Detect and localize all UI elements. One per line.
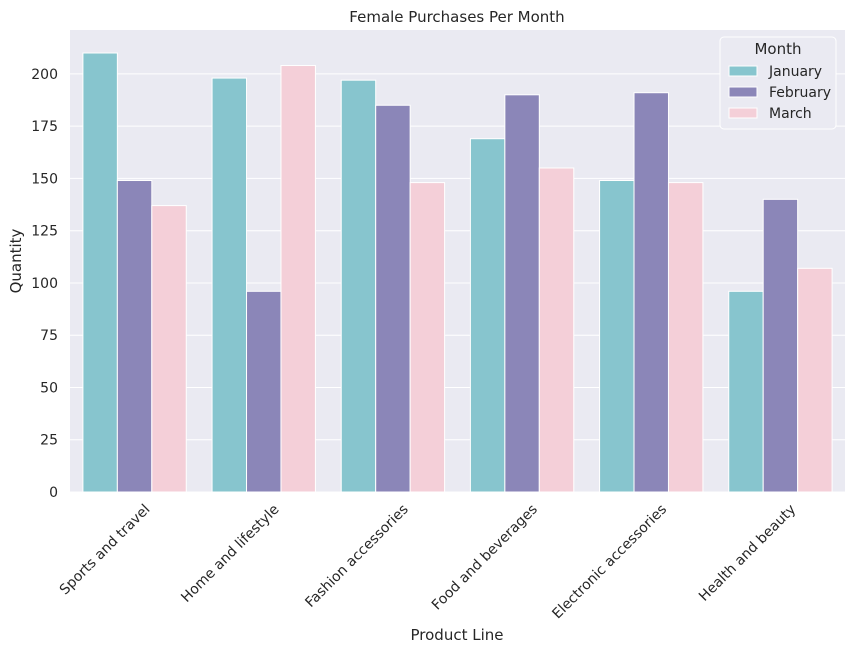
x-tick-label: Health and beauty	[696, 502, 799, 605]
bar	[762, 198, 799, 493]
legend-swatch	[728, 86, 758, 98]
legend-label: February	[769, 85, 831, 101]
y-tick-label: 0	[49, 485, 58, 501]
legend-box	[719, 36, 837, 130]
bar	[504, 94, 540, 493]
x-tick-label: Home and lifestyle	[178, 502, 282, 606]
grid-lines	[70, 73, 845, 493]
bar	[409, 182, 446, 493]
legend-label: January	[768, 64, 822, 80]
x-tick-label: Food and beverages	[429, 502, 541, 614]
chart-title: Female Purchases Per Month	[349, 8, 564, 26]
y-tick-label: 175	[31, 119, 58, 135]
bar	[667, 182, 704, 493]
bar	[375, 104, 411, 493]
y-tick-label: 25	[40, 433, 58, 449]
bar	[633, 92, 669, 493]
bar	[469, 138, 506, 493]
y-tick-label: 75	[40, 328, 58, 344]
legend-swatch	[728, 65, 758, 77]
legend: Month January February March	[719, 36, 837, 130]
legend-label: March	[769, 106, 812, 122]
bar	[151, 205, 187, 493]
y-axis-label: Quantity	[7, 228, 25, 293]
y-tick-label: 100	[31, 276, 58, 292]
x-tick-label: Fashion accessories	[302, 502, 411, 611]
bar	[538, 167, 575, 493]
bar	[280, 65, 316, 493]
bar	[340, 79, 377, 493]
x-tick-label: Sports and travel	[57, 502, 154, 599]
bar	[599, 180, 635, 493]
bar	[82, 52, 118, 493]
y-tick-label: 200	[31, 67, 58, 83]
y-tick-label: 125	[31, 224, 58, 240]
legend-swatch	[728, 107, 758, 119]
y-tick-label: 150	[31, 171, 58, 187]
y-tick-labels: 0 25 50 75 100 125 150 175 200	[31, 67, 58, 501]
bar	[797, 267, 833, 493]
bar	[116, 180, 153, 493]
plot-background	[70, 30, 845, 492]
bar	[728, 290, 764, 493]
legend-title: Month	[754, 40, 801, 58]
x-tick-label: Electronic accessories	[549, 502, 670, 623]
bar	[211, 77, 248, 493]
bars	[82, 52, 833, 493]
y-tick-label: 50	[40, 380, 58, 396]
x-axis-label: Product Line	[411, 626, 504, 644]
x-tick-labels: Sports and travel Home and lifestyle Fashi…	[57, 502, 800, 623]
bar	[246, 290, 282, 493]
